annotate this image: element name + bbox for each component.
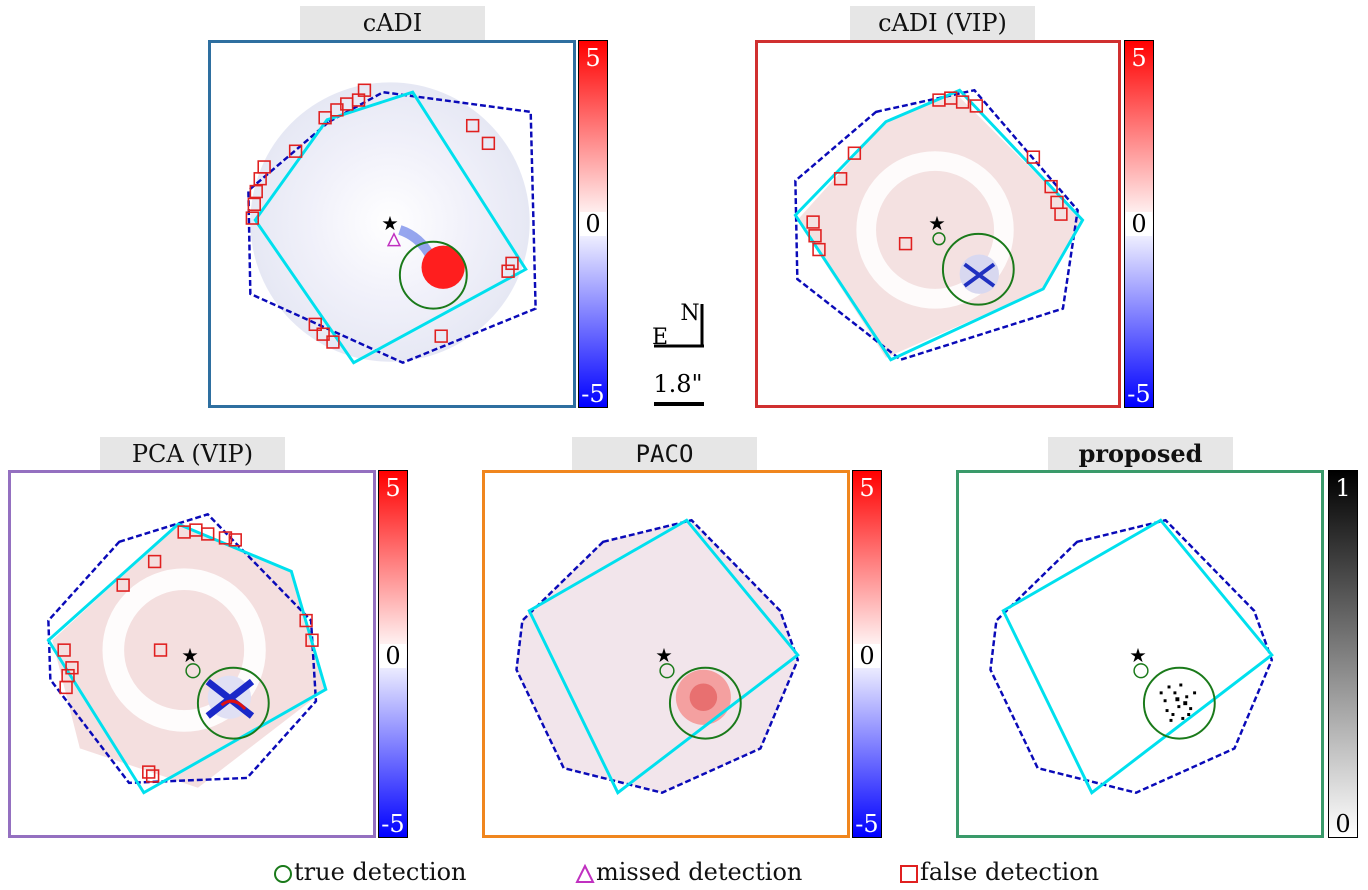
- star-icon: ★: [181, 644, 199, 667]
- mask-outline: [794, 88, 1079, 362]
- panel-title-proposed: proposed: [1048, 437, 1233, 471]
- legend-false-label: false detection: [920, 858, 1100, 886]
- true-detection-marker: [1142, 666, 1216, 740]
- colorbar-cadi-vip-top: 5: [1131, 44, 1147, 72]
- fov-outline: [1001, 518, 1274, 795]
- star-icon: ★: [928, 212, 946, 235]
- true-detection-marker: [196, 666, 270, 740]
- circle-icon: [274, 864, 292, 883]
- true-detection-marker-small: [659, 663, 675, 679]
- colorbar-cadi-bottom: -5: [581, 380, 605, 408]
- compass-rose: N E: [652, 301, 704, 350]
- colorbar-pca-vip-bottom: -5: [381, 810, 405, 838]
- panel-pca-vip: ★: [8, 470, 376, 838]
- legend-missed-label: missed detection: [596, 858, 803, 886]
- panel-title-cadi: cADI: [300, 6, 485, 40]
- mask-outline: [247, 90, 537, 365]
- paco-image: ★: [515, 518, 800, 795]
- mask-outline: [989, 518, 1274, 794]
- false-detections: [806, 91, 1068, 257]
- colorbar-cadi-mid: 0: [580, 212, 606, 236]
- panel-paco: ★: [482, 470, 850, 838]
- fov-outline: [253, 90, 528, 365]
- compass-east: E: [652, 325, 668, 350]
- missed-detection-marker: [386, 232, 402, 247]
- false-detections: [57, 523, 319, 783]
- colorbar-pca-vip-mid: 0: [380, 644, 406, 668]
- detection-map-pixels: [1159, 683, 1197, 722]
- pca-vip-image: ★: [46, 512, 328, 795]
- legend-missed: missed detection: [574, 858, 802, 886]
- colorbar-proposed-bottom: 0: [1335, 810, 1351, 838]
- false-detections: [245, 83, 519, 349]
- square-icon: [900, 864, 918, 883]
- colorbar-paco-top: 5: [859, 474, 875, 502]
- true-detection-marker-small: [185, 663, 201, 679]
- true-detection-marker: [398, 240, 468, 310]
- panel-proposed: ★: [956, 470, 1324, 838]
- proposed-image: ★: [989, 518, 1274, 795]
- colorbar-proposed: [1328, 470, 1358, 838]
- panel-title-paco: PACO: [572, 437, 757, 471]
- panel-cadi-vip: ★: [755, 40, 1121, 408]
- colorbar-cadi-vip-mid: 0: [1126, 212, 1152, 236]
- fov-outline: [527, 518, 800, 795]
- cadi-image: ★: [245, 82, 537, 365]
- cadi-vip-image: ★: [793, 88, 1085, 362]
- panel-cadi: ★: [208, 40, 576, 408]
- legend-false: false detection: [898, 858, 1099, 886]
- panel-title-cadi-vip: cADI (VIP): [850, 6, 1035, 40]
- scale-bar: 1.8": [653, 370, 704, 406]
- colorbar-cadi-top: 5: [585, 44, 601, 72]
- true-detection-marker-small: [932, 232, 946, 246]
- mask-outline: [515, 518, 800, 794]
- colorbar-paco-bottom: -5: [855, 810, 879, 838]
- scale-bar-label: 1.8": [653, 370, 702, 398]
- colorbar-pca-vip-top: 5: [385, 474, 401, 502]
- true-detection-marker-small: [1133, 663, 1149, 679]
- panel-title-pca-vip: PCA (VIP): [100, 437, 285, 471]
- colorbar-paco-mid: 0: [854, 644, 880, 668]
- compass-north: N: [680, 301, 699, 326]
- star-icon: ★: [1129, 644, 1147, 667]
- fov-outline: [46, 522, 328, 795]
- legend-true: true detection: [272, 858, 467, 886]
- legend-true-label: true detection: [294, 858, 467, 886]
- fov-outline: [793, 88, 1085, 362]
- colorbar-proposed-top: 1: [1335, 474, 1351, 502]
- true-detection-marker: [941, 232, 1015, 306]
- triangle-icon: [575, 863, 595, 883]
- star-icon: ★: [381, 212, 399, 235]
- star-icon: ★: [655, 644, 673, 667]
- true-detection-marker: [668, 666, 742, 740]
- colorbar-cadi-vip-bottom: -5: [1127, 380, 1151, 408]
